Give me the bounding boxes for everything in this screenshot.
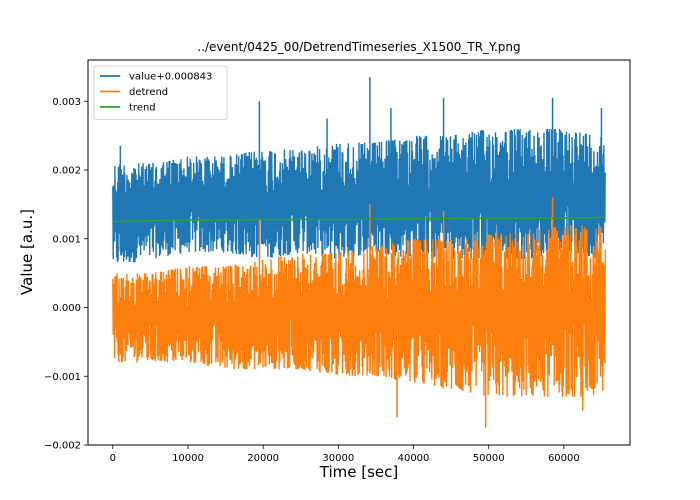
axis-ticks: 0 10000 20000 30000 40000 50000 60000 −0.002 −0.… <box>44 97 580 464</box>
x-tick-label: 10000 <box>172 453 204 464</box>
legend-label-trend: trend <box>129 103 156 114</box>
y-axis-label: Value [a.u.] <box>18 209 36 295</box>
y-tick-label: −0.002 <box>44 441 81 452</box>
y-tick-label: 0.002 <box>52 166 81 177</box>
chart-title: ../event/0425_00/DetrendTimeseries_X1500… <box>197 40 520 54</box>
plot-area <box>112 77 606 428</box>
x-tick-label: 60000 <box>548 453 580 464</box>
series-line-detrend <box>112 224 606 397</box>
y-tick-label: 0.001 <box>52 234 81 245</box>
x-tick-label: 50000 <box>473 453 505 464</box>
x-tick-label: 40000 <box>398 453 430 464</box>
legend: value+0.000843 detrend trend <box>93 65 228 120</box>
x-tick-label: 30000 <box>322 453 354 464</box>
x-tick-label: 0 <box>110 453 116 464</box>
y-tick-label: −0.001 <box>44 372 81 383</box>
axes-frame <box>87 59 631 446</box>
legend-label-value-0-000843: value+0.000843 <box>129 72 212 83</box>
y-tick-label: 0.003 <box>52 97 81 108</box>
y-tick-label: 0.000 <box>52 303 81 314</box>
x-tick-label: 20000 <box>247 453 279 464</box>
x-axis-label: Time [sec] <box>319 463 398 481</box>
series-line-value-0-000843 <box>112 128 606 263</box>
legend-label-detrend: detrend <box>129 87 168 98</box>
legend-box <box>93 65 228 120</box>
series-line-trend <box>112 216 606 223</box>
